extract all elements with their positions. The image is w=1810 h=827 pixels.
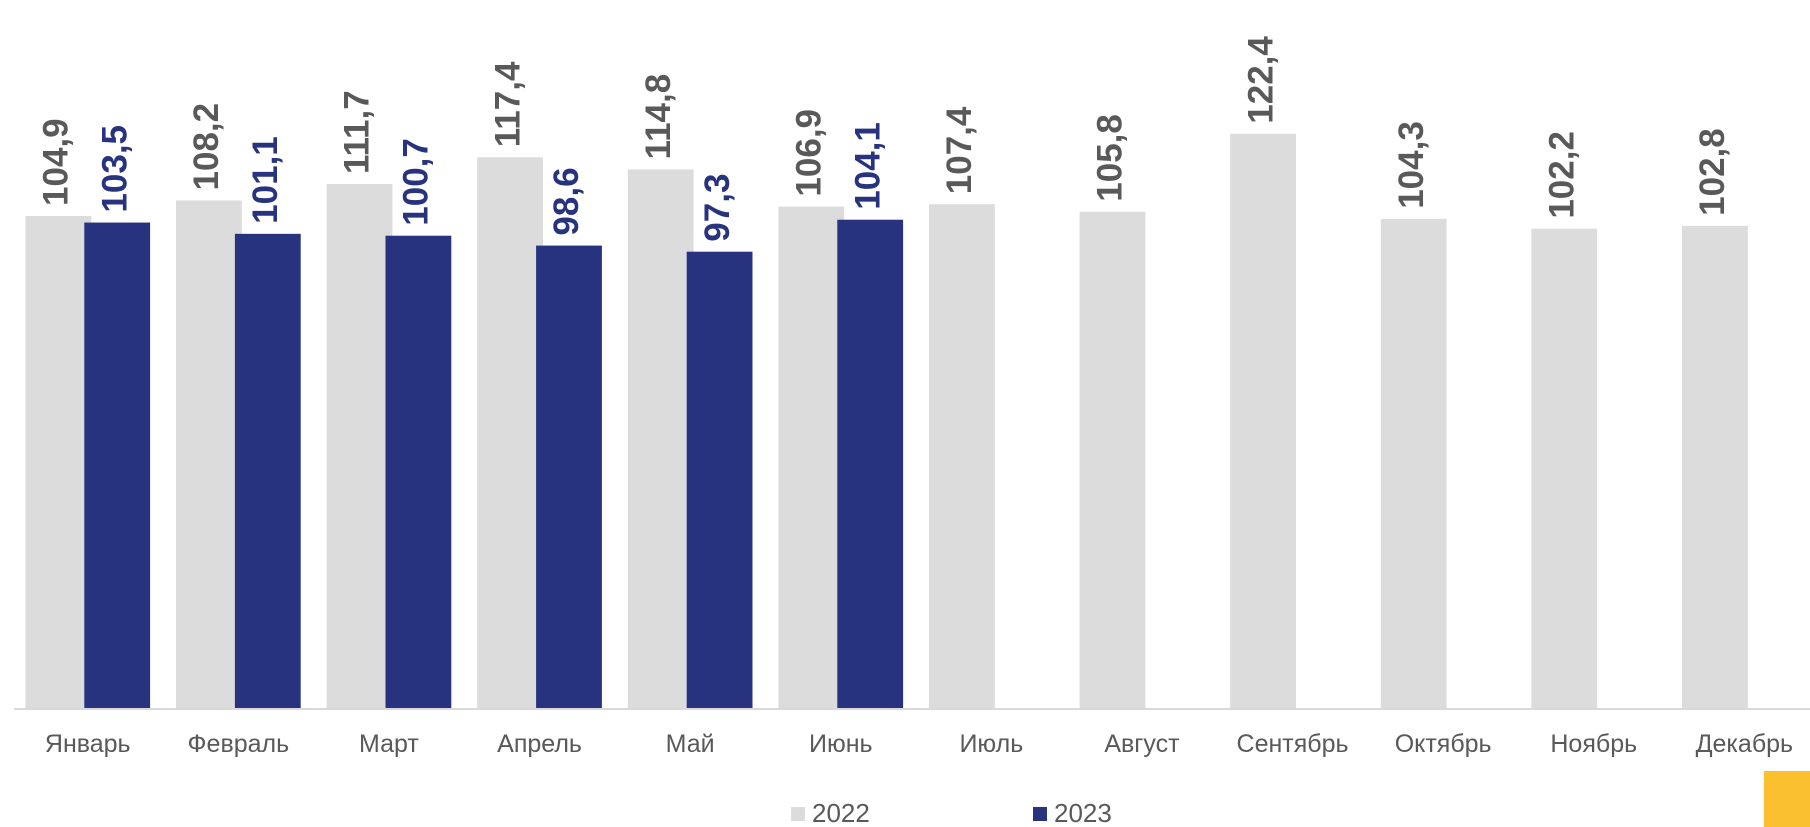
bar bbox=[536, 245, 602, 709]
value-label: 107,4 bbox=[940, 106, 979, 194]
legend-label: 2022 bbox=[812, 798, 870, 827]
bar bbox=[25, 215, 92, 709]
x-tick-label: Февраль bbox=[188, 730, 290, 758]
value-label: 122,4 bbox=[1241, 36, 1280, 124]
x-tick-label: Июль bbox=[959, 730, 1023, 758]
x-tick-label: Январь bbox=[45, 730, 131, 758]
value-label: 101,1 bbox=[246, 136, 285, 224]
x-tick-label: Июнь bbox=[809, 730, 873, 758]
bar bbox=[1531, 228, 1598, 709]
x-tick-label: Ноябрь bbox=[1550, 730, 1637, 758]
value-label: 97,3 bbox=[698, 174, 737, 242]
x-tick-label: Март bbox=[359, 730, 419, 758]
x-tick-label: Сентябрь bbox=[1237, 730, 1349, 758]
value-label: 100,7 bbox=[397, 138, 436, 226]
bar bbox=[929, 204, 995, 709]
value-label: 105,8 bbox=[1091, 114, 1130, 202]
x-tick-label: Август bbox=[1104, 730, 1180, 758]
legend-swatch bbox=[1033, 807, 1047, 821]
corner-badge[interactable] bbox=[1764, 771, 1810, 827]
value-label: 104,3 bbox=[1392, 121, 1431, 209]
value-label: 103,5 bbox=[95, 125, 134, 213]
value-label: 117,4 bbox=[488, 61, 527, 147]
value-label: 98,6 bbox=[547, 167, 586, 235]
bar bbox=[627, 169, 694, 709]
bar bbox=[686, 251, 753, 709]
x-tick-label: Декабрь bbox=[1696, 730, 1793, 758]
bar bbox=[176, 200, 242, 709]
x-tick-label: Май bbox=[666, 730, 715, 758]
value-label: 108,2 bbox=[187, 103, 226, 191]
bar bbox=[1230, 133, 1296, 710]
bar bbox=[84, 222, 151, 710]
bar bbox=[1682, 225, 1748, 709]
bar bbox=[234, 233, 301, 709]
value-label: 106,9 bbox=[790, 109, 829, 197]
legend-label: 2023 bbox=[1054, 798, 1112, 827]
value-label: 111,7 bbox=[338, 90, 377, 174]
value-label: 102,2 bbox=[1543, 131, 1582, 219]
bar bbox=[326, 184, 393, 709]
x-tick-label: Апрель bbox=[497, 730, 582, 758]
bar bbox=[778, 206, 845, 709]
bar bbox=[1079, 211, 1146, 710]
x-tick-label: Октябрь bbox=[1395, 730, 1492, 758]
value-label: 104,9 bbox=[37, 118, 76, 206]
bar bbox=[385, 235, 452, 709]
value-label: 102,8 bbox=[1693, 128, 1732, 216]
value-label: 114,8 bbox=[639, 74, 678, 160]
value-label: 104,1 bbox=[848, 122, 887, 210]
bar bbox=[1380, 218, 1447, 710]
bar bbox=[837, 219, 904, 710]
bar bbox=[477, 157, 543, 710]
legend-swatch bbox=[791, 807, 805, 821]
